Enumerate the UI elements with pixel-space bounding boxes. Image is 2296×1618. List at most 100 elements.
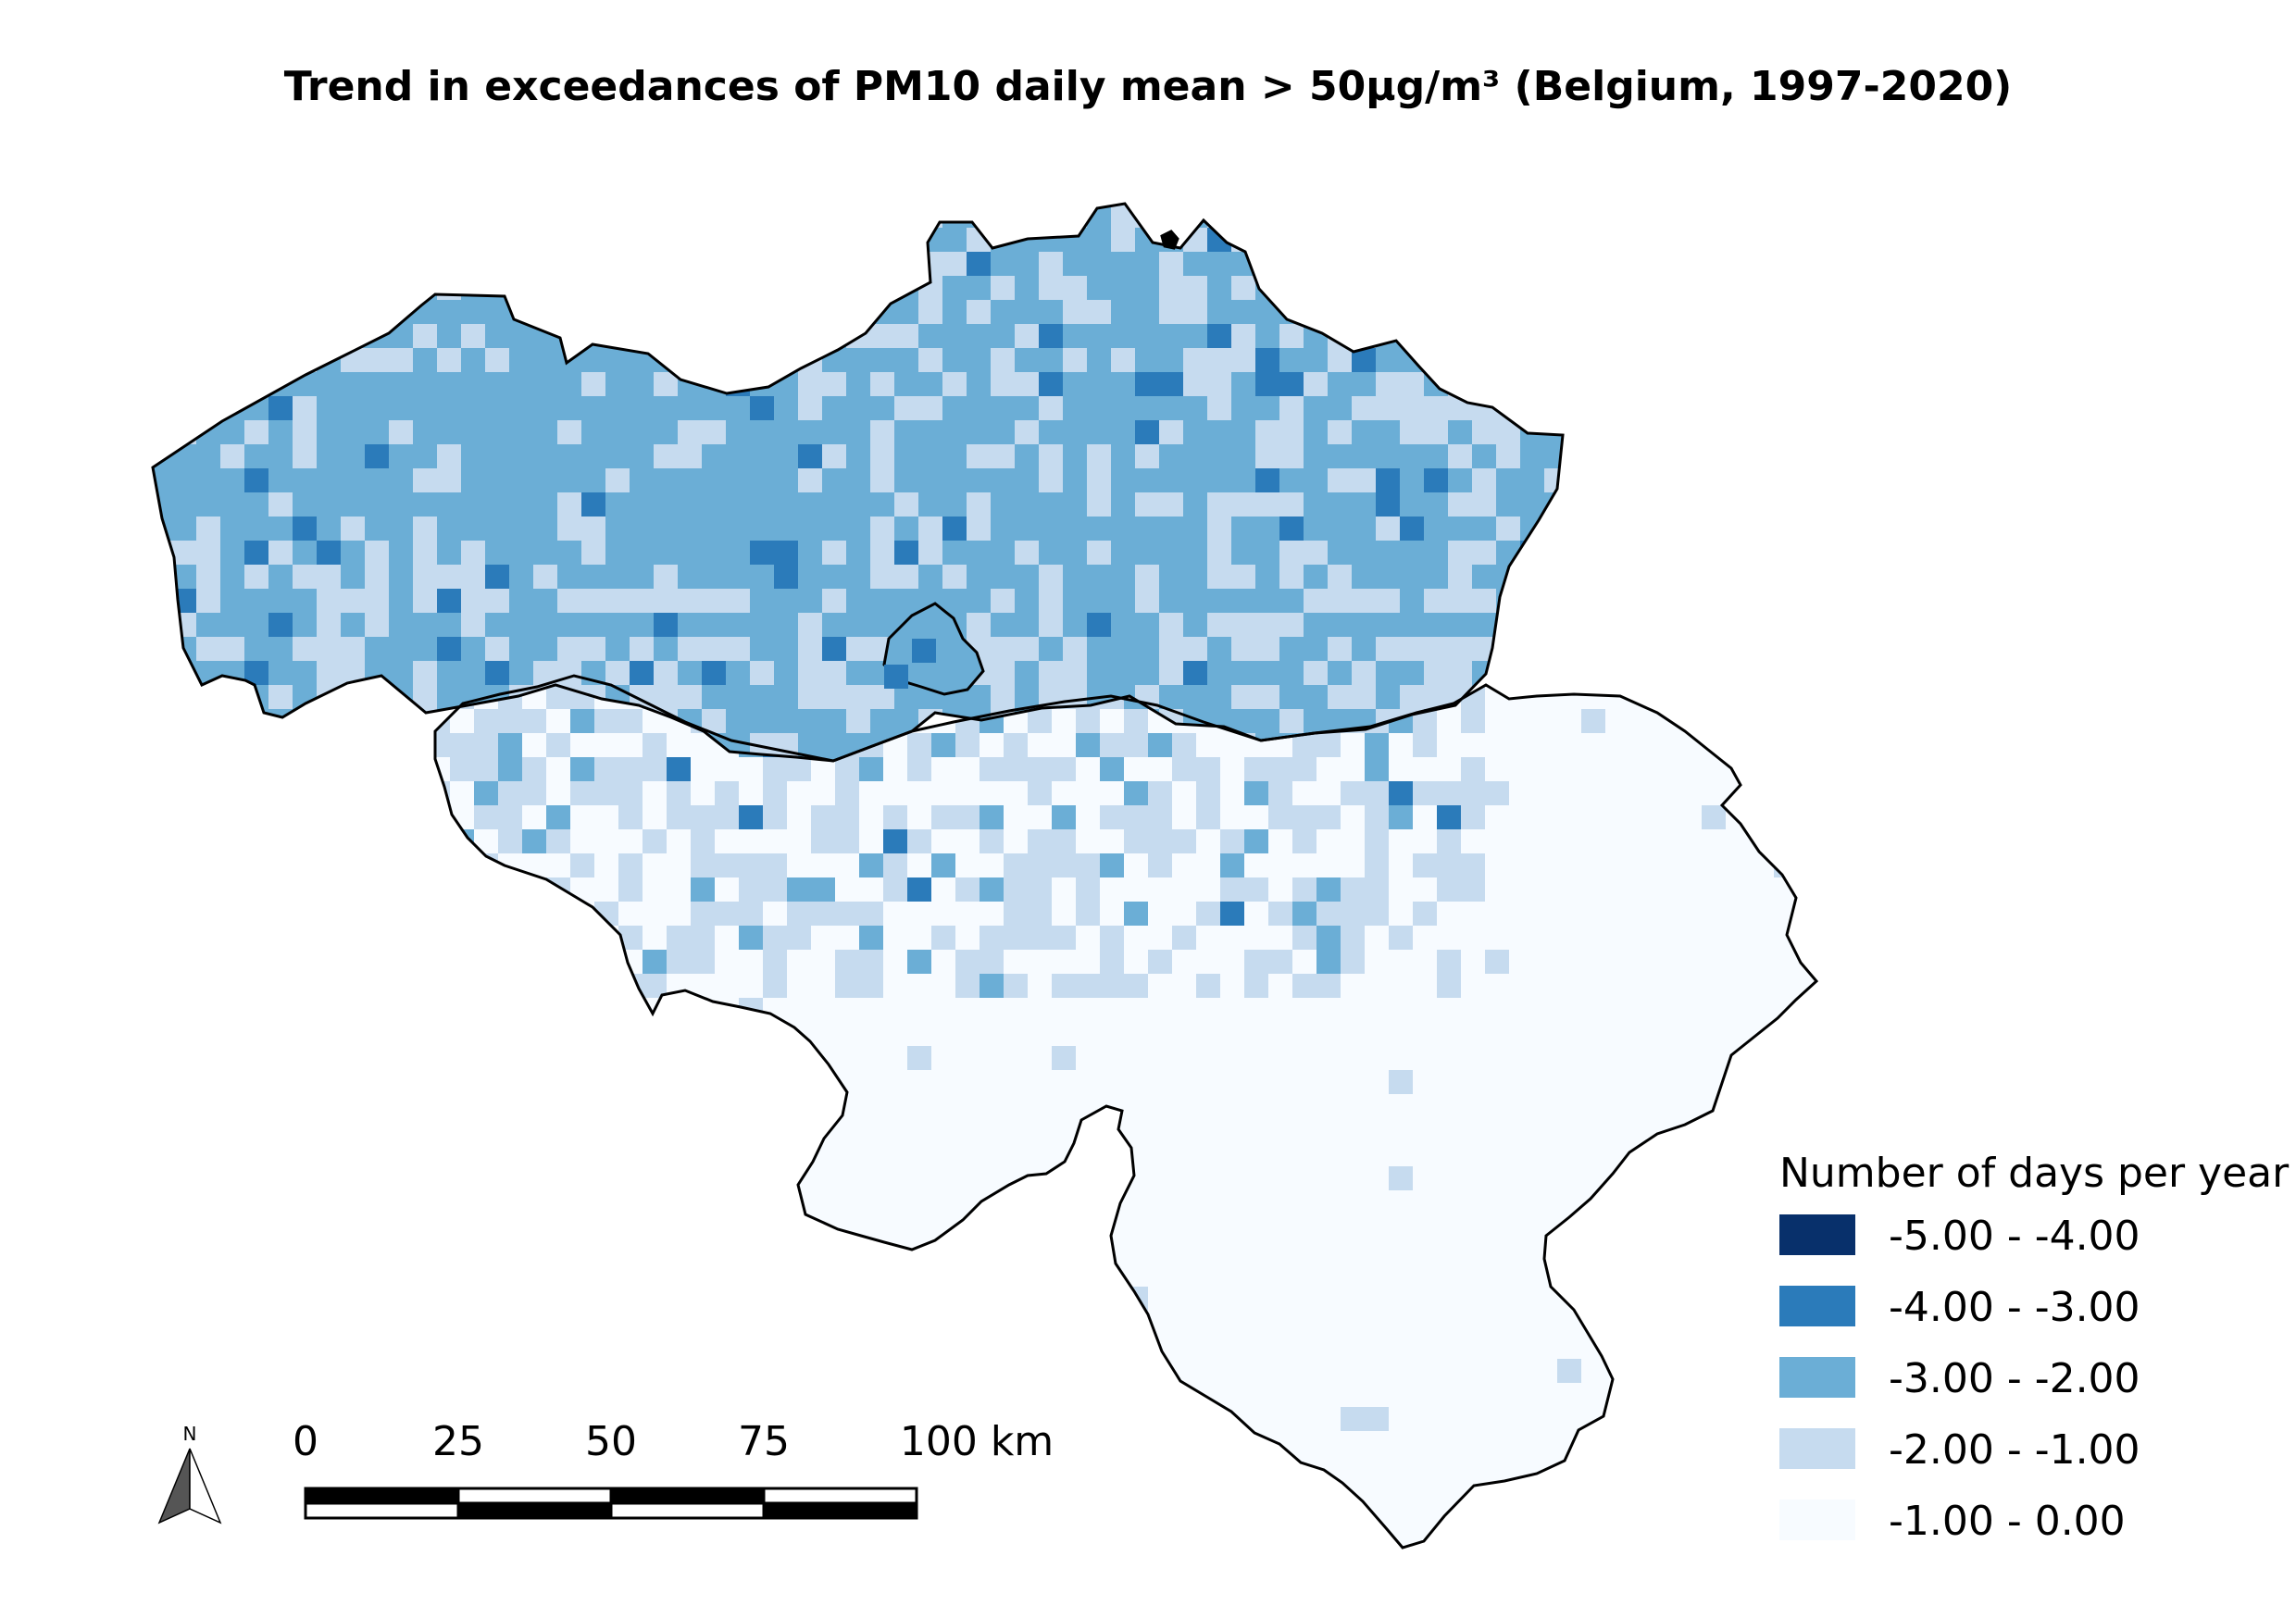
grid-cell [1822,1046,1846,1070]
grid-cell [822,444,846,468]
grid-cell [1437,829,1461,853]
grid-cell [1087,541,1111,565]
grid-cell [1581,709,1605,733]
grid-cell [268,396,293,420]
grid-cell [1207,396,1231,420]
grid-cell [1004,757,1028,781]
legend-swatch-5 [1779,1500,1855,1540]
grid-cell [691,877,715,902]
grid-cell [244,468,268,492]
grid-cell [1087,492,1111,517]
grid-cell [774,541,798,565]
grid-cell [1231,276,1255,300]
grid-cell [787,877,811,902]
grid-cell [859,974,883,998]
grid-cell [317,589,341,613]
grid-cell [435,853,450,877]
grid-cell [341,517,365,541]
grid-cell [1244,877,1268,902]
grid-cell [955,950,980,974]
grid-cell [1124,781,1148,805]
grid-cell [244,252,268,276]
grid-cell [1244,950,1268,974]
grid-cell [618,853,643,877]
grid-cell [474,926,498,950]
grid-cell [1750,757,1774,781]
grid-cell [474,805,498,829]
grid-cell [691,950,715,974]
grid-cell [1159,204,1183,228]
grid-cell [1279,420,1304,444]
grid-cell [1316,733,1341,757]
grid-cell [1076,709,1100,733]
grid-cell [1472,541,1496,565]
grid-cell [1437,853,1461,877]
grid-cell [1028,926,1052,950]
legend-label-5: -1.00 - 0.00 [1889,1498,2126,1545]
grid-cell [1341,1407,1365,1431]
grid-cell [726,204,750,228]
grid-cell [1568,348,1592,372]
grid-cell [1183,637,1207,661]
grid-cell [413,324,437,348]
grid-cell [1004,877,1028,902]
grid-cell [1400,372,1424,396]
grid-cell [980,974,1004,998]
grid-cell [1196,902,1220,926]
grid-cell [1087,468,1111,492]
grid-cell [461,589,485,613]
grid-cell [1076,902,1100,926]
grid-cell [811,829,835,853]
grid-cell [1496,517,1520,541]
grid-cell [1328,637,1352,661]
grid-cell [1076,853,1100,877]
grid-cell [643,950,667,974]
scale-bar: 0 25 50 75 100 km [293,1418,1054,1520]
grid-cell [1063,661,1087,685]
grid-cell [389,420,413,444]
grid-cell [557,204,581,228]
grid-cell [798,204,822,228]
grid-cell [967,517,991,541]
grid-cell [1100,733,1124,757]
grid-cell [798,276,822,300]
grid-cell [991,661,1015,685]
grid-cell [437,444,461,468]
grid-cell [450,950,474,974]
grid-cell [918,541,942,565]
grid-cell [570,781,594,805]
grid-cell [1076,877,1100,902]
grid-cell [907,1046,931,1070]
grid-cell [413,228,437,252]
grid-cell [1220,902,1244,926]
grid-cell [1304,276,1328,300]
grid-cell [1485,950,1509,974]
grid-cell [1472,468,1496,492]
grid-cell [1028,853,1052,877]
grid-cell [1111,348,1135,372]
grid-cell [1328,420,1352,444]
grid-cell [1520,324,1544,348]
grid-cell [678,589,702,613]
grid-cell [980,950,1004,974]
grid-cell [787,902,811,926]
grid-cell [1159,661,1183,685]
grid-cell [667,926,691,950]
grid-cell [1028,709,1052,733]
grid-cell [618,709,643,733]
grid-cell [1279,204,1304,228]
grid-cell [630,300,654,324]
grid-cell [172,709,196,733]
grid-cell [1100,950,1124,974]
grid-cell [1183,300,1207,324]
grid-cell [1015,420,1039,444]
grid-cell [859,950,883,974]
grid-cell [1135,492,1159,517]
grid-cell [1496,396,1520,420]
grid-cell [1028,877,1052,902]
grid-cell [1255,468,1279,492]
grid-cell [1316,974,1341,998]
grid-cell [1135,444,1159,468]
north-arrow: N [157,1423,222,1525]
grid-cell [1424,324,1448,348]
